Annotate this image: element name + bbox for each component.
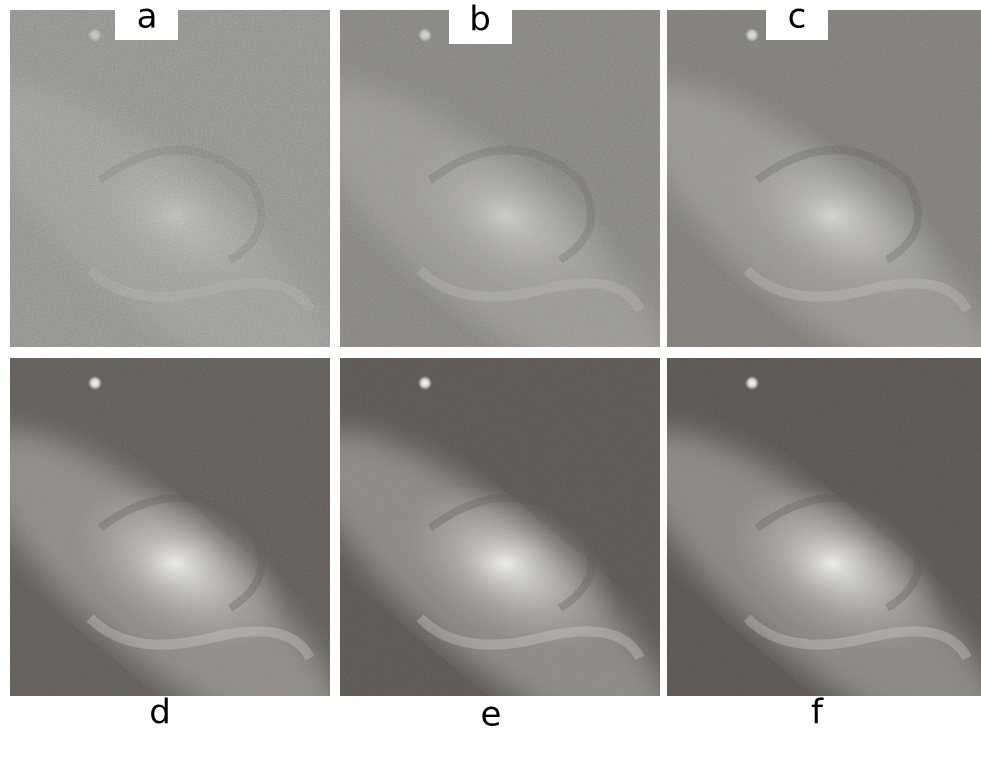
- label-box: [115, 0, 178, 40]
- image-f: [667, 358, 981, 696]
- panel-label: e: [481, 695, 502, 735]
- panel-label: b: [469, 0, 491, 40]
- image-e: [340, 358, 660, 696]
- panel-label: a: [137, 0, 158, 37]
- label-box: [766, 0, 828, 40]
- panel-label: c: [788, 0, 807, 37]
- panel-label: d: [149, 693, 171, 733]
- image-a: [10, 10, 330, 347]
- image-d: [10, 358, 330, 696]
- image-b: [340, 10, 660, 347]
- label-box: [449, 0, 512, 44]
- panel-label: f: [811, 693, 824, 733]
- image-c: [667, 10, 981, 347]
